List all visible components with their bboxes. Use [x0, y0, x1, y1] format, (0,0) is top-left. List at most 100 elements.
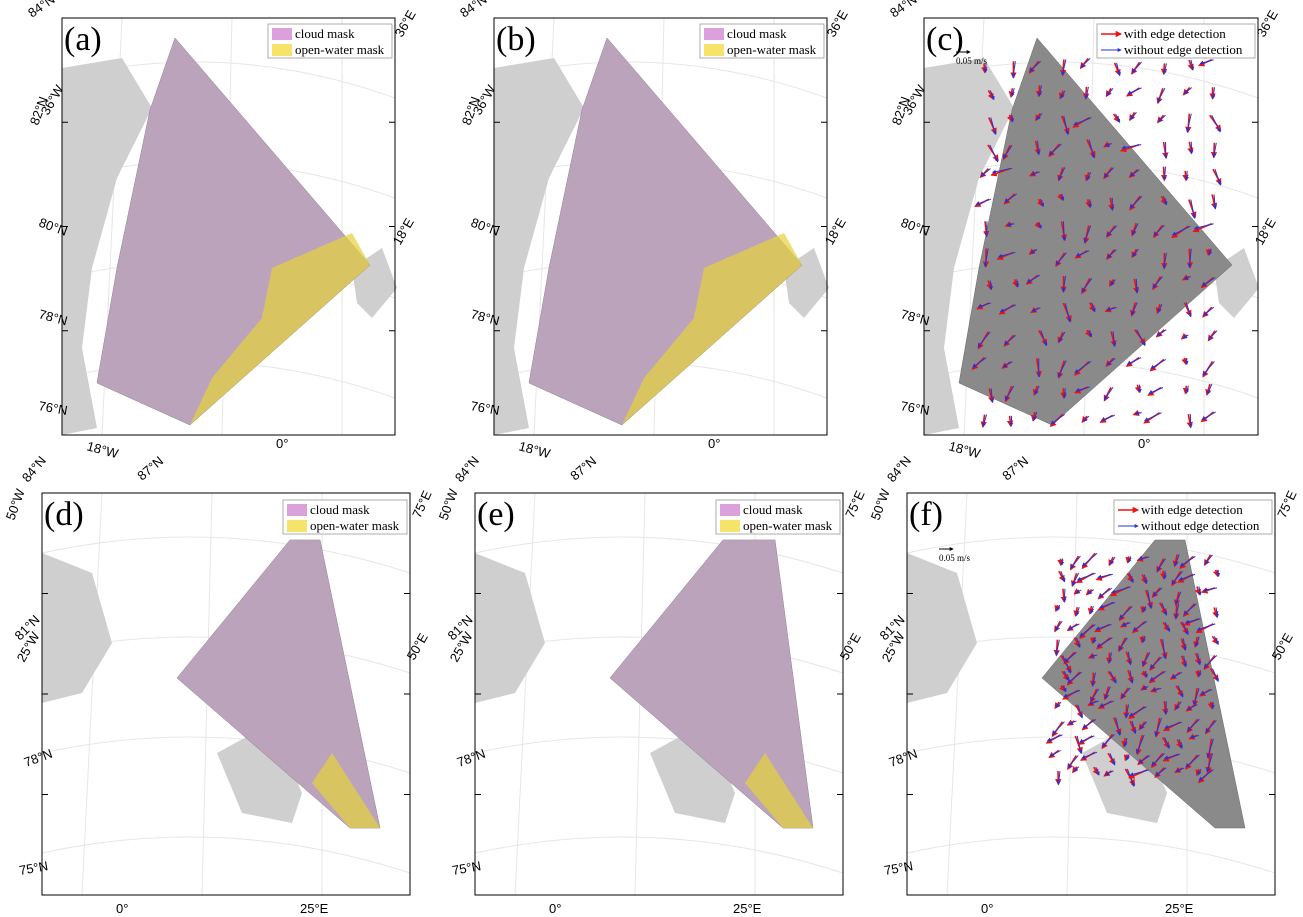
- drift-arrow-noedge: [1187, 171, 1188, 180]
- graticule-line: [475, 537, 843, 573]
- panel-label: (a): [64, 21, 102, 58]
- drift-arrow-noedge: [986, 221, 987, 236]
- drift-arrow-noedge: [1186, 358, 1187, 364]
- graticule-label: 18°E: [822, 215, 849, 247]
- graticule-line: [907, 837, 1275, 873]
- graticule-label: 25°E: [1165, 901, 1194, 916]
- graticule-label: 75°E: [842, 488, 868, 520]
- drift-arrow-noedge: [1064, 589, 1065, 602]
- drift-arrow-noedge: [1158, 88, 1165, 102]
- legend-swatch: [272, 44, 292, 56]
- drift-arrow-noedge: [1203, 361, 1215, 375]
- graticule-line: [42, 837, 410, 873]
- drift-arrow-noedge: [1135, 413, 1141, 414]
- graticule-line: [515, 493, 535, 895]
- graticule-label: 84°N: [19, 453, 49, 485]
- graticule-label: 84°N: [884, 453, 914, 485]
- land: [42, 553, 112, 703]
- legend-swatch: [287, 504, 307, 516]
- graticule-label: 84°N: [452, 453, 482, 485]
- drift-arrow-noedge: [1200, 60, 1213, 64]
- panel-label: (e): [477, 496, 515, 533]
- drift-arrow-noedge: [1145, 413, 1162, 421]
- drift-arrow-noedge: [1080, 736, 1095, 742]
- legend-swatch: [287, 520, 307, 532]
- drift-arrow-noedge: [1205, 555, 1212, 564]
- legend-label: cloud mask: [727, 26, 787, 41]
- graticule-label: 0°: [549, 901, 561, 916]
- drift-arrow-noedge: [1164, 167, 1165, 181]
- drift-arrow-noedge: [1151, 359, 1166, 368]
- drift-arrow-noedge: [1104, 387, 1112, 399]
- graticule-label: 25°E: [300, 901, 329, 916]
- graticule-line: [42, 537, 410, 573]
- drift-arrow-edge: [1208, 249, 1209, 255]
- graticule-label: 75°N: [451, 858, 482, 878]
- legend-swatch: [720, 504, 740, 516]
- drift-arrow-noedge: [1063, 221, 1064, 240]
- graticule-label: 25°E: [733, 901, 762, 916]
- graticule-label: 75°N: [18, 858, 49, 878]
- graticule-label: 50°E: [404, 630, 431, 662]
- graticule-line: [475, 837, 843, 873]
- graticule-label: 18°W: [947, 438, 982, 461]
- scale-label: 0.05 m/s: [939, 553, 971, 563]
- figure: (a)cloud maskopen-water mask84°N82°N36°W…: [0, 0, 1303, 917]
- legend-swatch: [272, 28, 292, 40]
- drift-arrow-noedge: [1128, 88, 1142, 94]
- drift-arrow-edge: [1063, 388, 1064, 398]
- legend-label: cloud mask: [295, 26, 355, 41]
- graticule-label: 84°N: [457, 0, 489, 20]
- graticule-label: 0°: [116, 901, 128, 916]
- map-panel: 0.05 m/s(f)with edge detectionwithout ed…: [868, 453, 1300, 916]
- graticule-label: 84°N: [887, 0, 919, 20]
- graticule-label: 18°E: [1252, 215, 1279, 247]
- legend-label: open-water mask: [310, 518, 400, 533]
- graticule-label: 36°E: [824, 7, 851, 39]
- graticule-label: 78°N: [22, 746, 54, 770]
- drift-arrow-noedge: [1212, 115, 1221, 132]
- graticule-label: 36°E: [1254, 7, 1281, 39]
- graticule-label: 50°W: [3, 486, 28, 522]
- map-panel: (a)cloud maskopen-water mask84°N82°N36°W…: [25, 0, 419, 461]
- legend-label: without edge detection: [1124, 42, 1243, 57]
- graticule-label: 84°N: [25, 0, 57, 20]
- legend-swatch: [704, 28, 724, 40]
- graticule-label: 18°W: [85, 438, 120, 461]
- drift-arrow-noedge: [1102, 415, 1115, 420]
- drift-arrow-edge: [1137, 385, 1139, 392]
- graticule-label: 0°: [1138, 436, 1150, 451]
- drift-arrow-noedge: [1083, 719, 1096, 727]
- legend-swatch: [704, 44, 724, 56]
- graticule-label: 50°E: [837, 630, 864, 662]
- graticule-label: 87°N: [567, 453, 599, 483]
- drift-arrow-edge: [1010, 416, 1011, 426]
- graticule-label: 78°N: [455, 746, 487, 770]
- graticule-label: 50°W: [436, 486, 461, 522]
- graticule-label: 0°: [708, 436, 720, 451]
- land: [907, 553, 977, 703]
- graticule-label: 18°W: [517, 438, 552, 461]
- graticule-label: 0°: [276, 436, 288, 451]
- legend-label: with edge detection: [1124, 26, 1226, 41]
- panel-label: (b): [496, 21, 536, 58]
- drift-arrow-noedge: [1082, 553, 1097, 566]
- drift-arrow-noedge: [1209, 331, 1217, 340]
- drift-arrow-noedge: [1215, 169, 1221, 185]
- drift-arrow-noedge: [1048, 735, 1063, 741]
- panel-label: (f): [909, 496, 943, 533]
- legend-swatch: [720, 520, 740, 532]
- graticule-label: 0°: [981, 901, 993, 916]
- graticule-label: 36°E: [392, 7, 419, 39]
- graticule-label: 87°N: [999, 453, 1031, 483]
- drift-arrow-noedge: [1052, 722, 1064, 735]
- graticule-line: [82, 493, 102, 895]
- legend-label: cloud mask: [310, 502, 370, 517]
- graticule-label: 18°E: [390, 215, 417, 247]
- graticule-label: 78°N: [887, 746, 919, 770]
- drift-arrow-edge: [1216, 570, 1218, 576]
- drift-arrow-noedge: [1068, 756, 1078, 768]
